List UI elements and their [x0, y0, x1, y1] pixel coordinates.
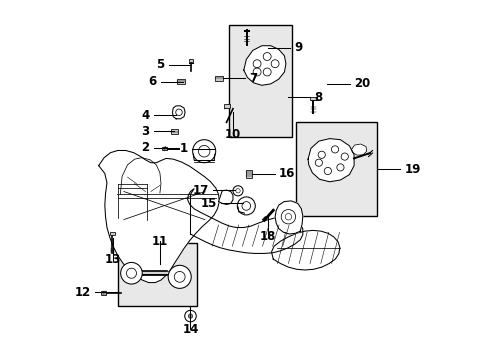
- FancyBboxPatch shape: [177, 79, 184, 84]
- FancyBboxPatch shape: [246, 170, 251, 178]
- Bar: [295, 122, 376, 216]
- Text: 20: 20: [353, 77, 369, 90]
- Text: 14: 14: [182, 323, 198, 336]
- Text: 17: 17: [192, 184, 208, 197]
- Bar: [229, 25, 292, 137]
- Polygon shape: [244, 46, 285, 85]
- Polygon shape: [99, 150, 219, 283]
- FancyBboxPatch shape: [309, 97, 316, 100]
- Polygon shape: [275, 201, 302, 234]
- Polygon shape: [218, 190, 232, 204]
- Text: 13: 13: [104, 253, 121, 266]
- Text: 16: 16: [279, 167, 295, 180]
- Text: 11: 11: [151, 235, 168, 248]
- Text: 19: 19: [404, 163, 420, 176]
- Text: 3: 3: [141, 125, 149, 138]
- Bar: [118, 243, 197, 306]
- Polygon shape: [172, 106, 185, 119]
- Text: 7: 7: [249, 72, 257, 85]
- FancyBboxPatch shape: [162, 147, 166, 150]
- Text: 18: 18: [259, 230, 276, 243]
- Polygon shape: [271, 230, 339, 270]
- Text: 8: 8: [314, 91, 322, 104]
- FancyBboxPatch shape: [110, 232, 114, 235]
- FancyBboxPatch shape: [101, 291, 105, 295]
- Circle shape: [232, 186, 243, 196]
- Text: 6: 6: [148, 75, 156, 88]
- FancyBboxPatch shape: [215, 76, 223, 81]
- Circle shape: [237, 197, 255, 215]
- Text: 5: 5: [156, 58, 164, 71]
- Circle shape: [168, 265, 191, 288]
- FancyBboxPatch shape: [224, 104, 229, 108]
- Circle shape: [121, 262, 142, 284]
- Polygon shape: [307, 139, 353, 182]
- Text: 15: 15: [200, 197, 216, 210]
- Text: 1: 1: [180, 142, 187, 155]
- FancyBboxPatch shape: [189, 59, 193, 62]
- Text: 12: 12: [75, 286, 91, 299]
- Text: 4: 4: [141, 109, 149, 122]
- Circle shape: [188, 314, 192, 318]
- Circle shape: [192, 140, 215, 163]
- Text: 2: 2: [141, 141, 149, 154]
- Polygon shape: [187, 189, 302, 253]
- Circle shape: [184, 310, 196, 322]
- Text: 9: 9: [294, 41, 302, 54]
- Text: 10: 10: [224, 128, 240, 141]
- FancyBboxPatch shape: [171, 129, 178, 134]
- Polygon shape: [351, 144, 366, 155]
